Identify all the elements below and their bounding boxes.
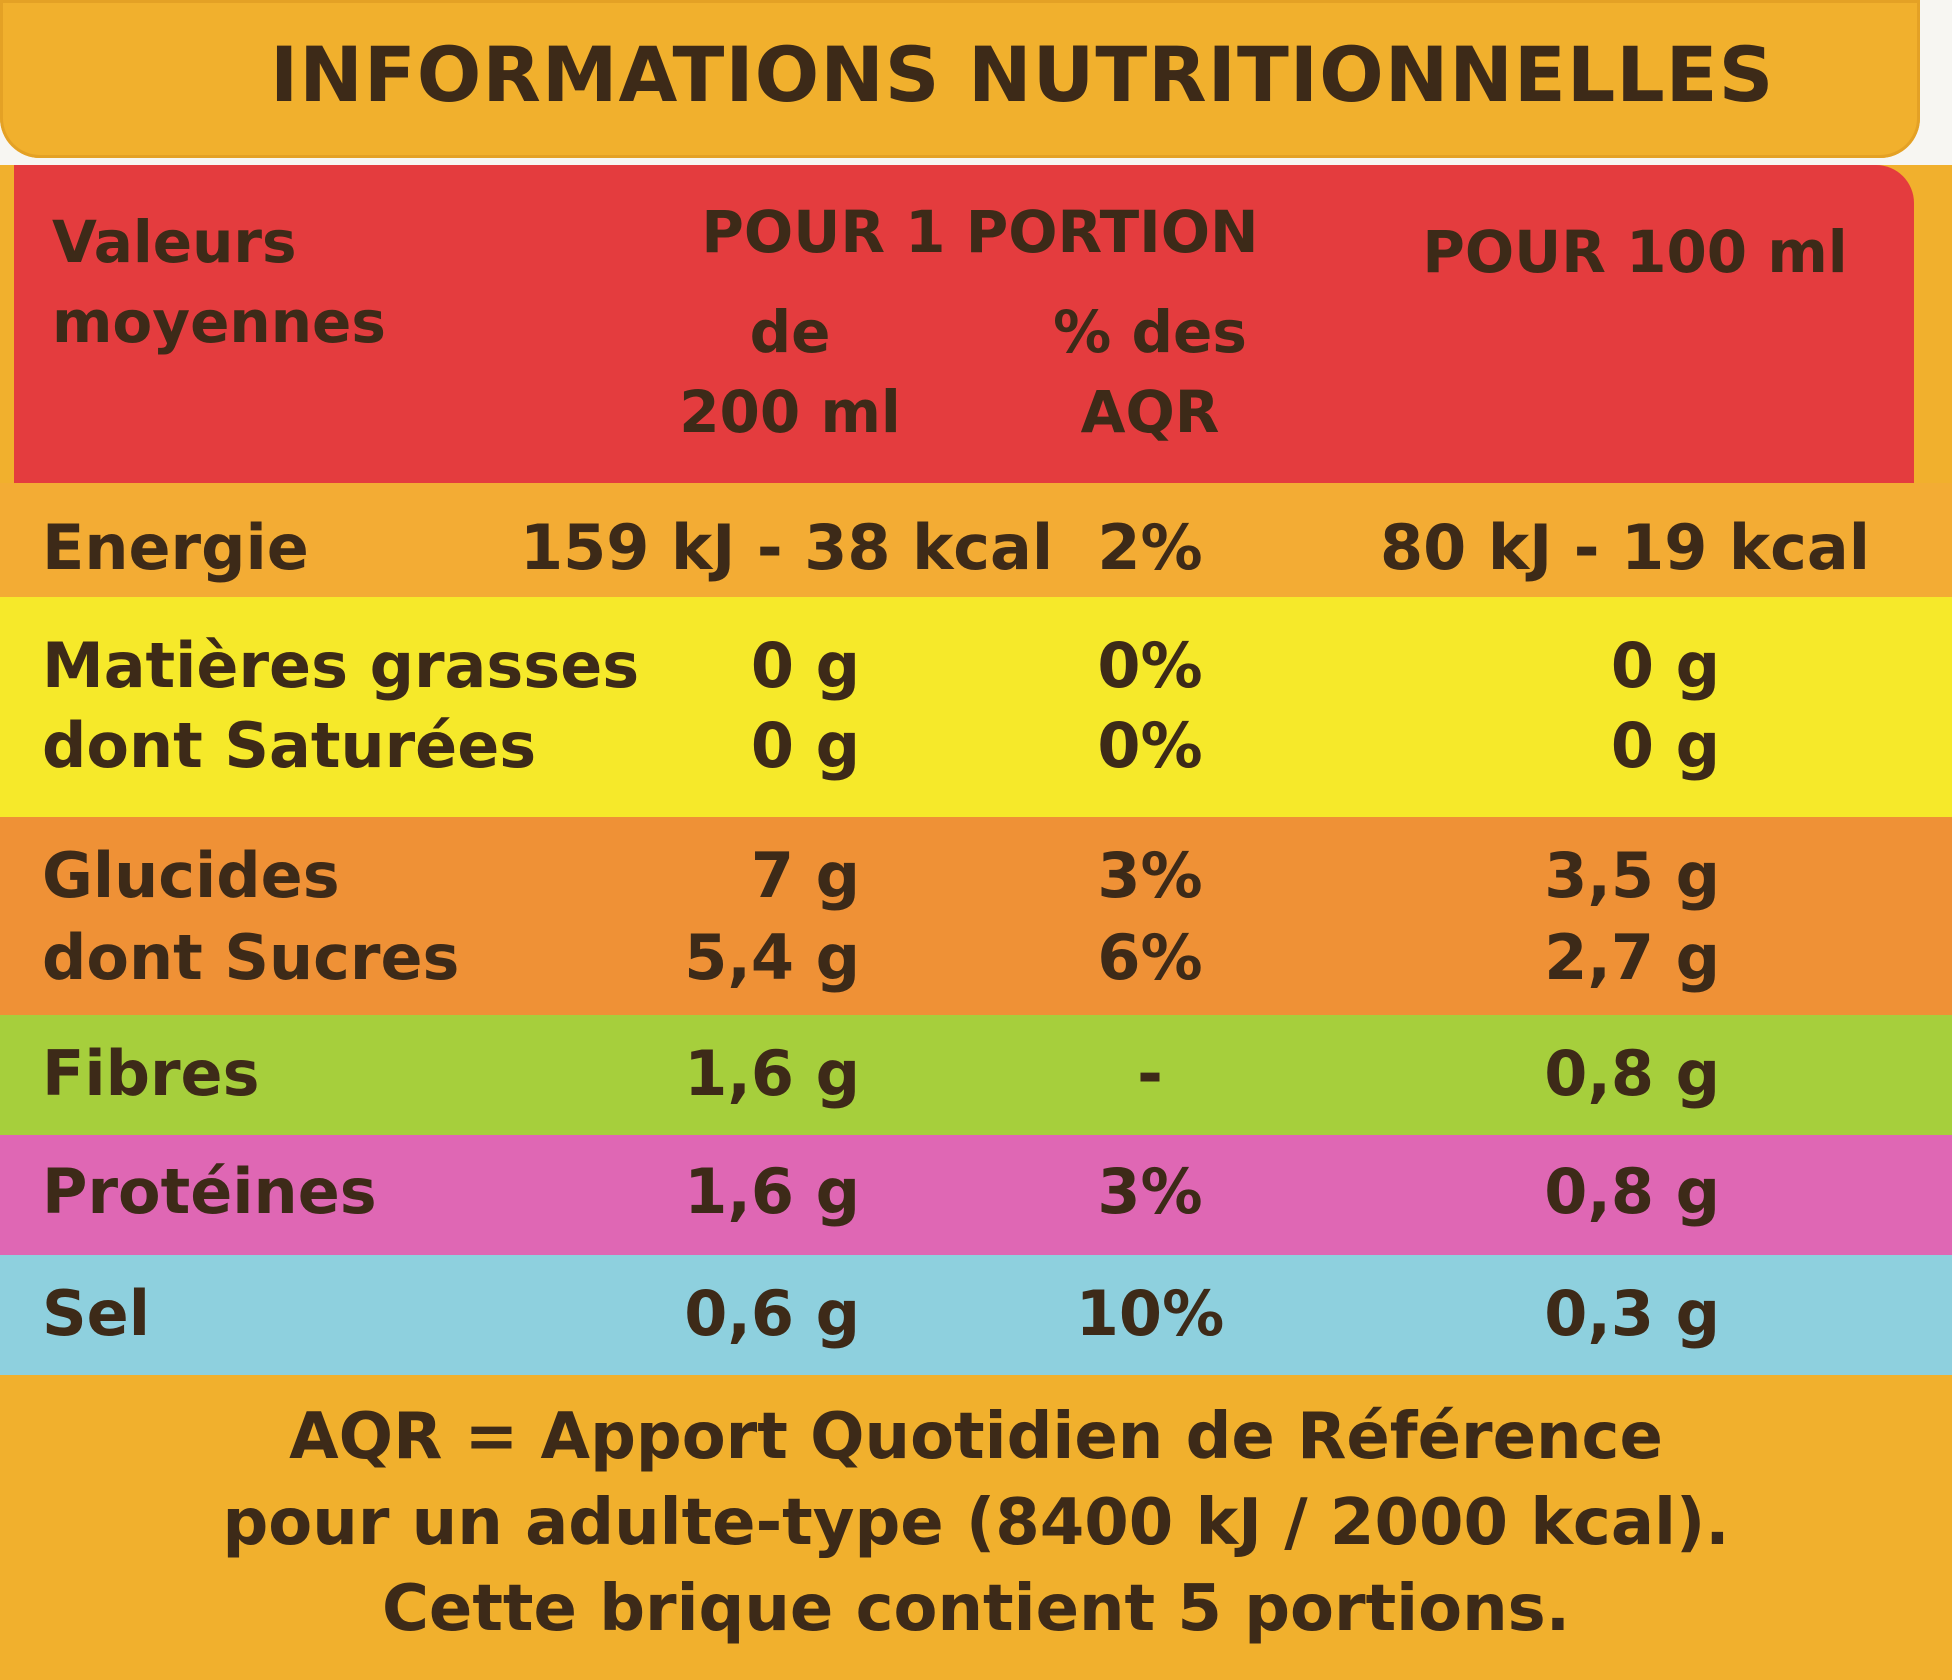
row-aqr-sugars: 6% — [1097, 921, 1203, 994]
footer-line2: pour un adulte-type (8400 kJ / 2000 kcal… — [222, 1486, 1730, 1560]
salt-band — [0, 1255, 1952, 1375]
row-per100-saturated: 0 g — [1610, 709, 1720, 782]
energy-band — [0, 483, 1952, 597]
row-per100-protein: 0,8 g — [1544, 1155, 1720, 1228]
protein-band — [0, 1135, 1952, 1255]
header-per-portion-title: POUR 1 PORTION — [701, 198, 1259, 266]
header-col1-line2: moyennes — [52, 288, 386, 356]
row-portion-energy: 159 kJ - 38 kcal — [520, 511, 1054, 584]
row-per100-salt: 0,3 g — [1544, 1277, 1720, 1350]
row-portion-saturated: 0 g — [750, 709, 860, 782]
header-col1-line1: Valeurs — [52, 208, 297, 276]
row-label-carbohydrates: Glucides — [42, 839, 340, 912]
row-aqr-saturated: 0% — [1097, 709, 1203, 782]
row-label-fat: Matières grasses — [42, 629, 640, 702]
row-portion-fibre: 1,6 g — [684, 1037, 860, 1110]
row-label-fibre: Fibres — [42, 1037, 260, 1110]
nutrition-table: Valeurs moyennes POUR 1 PORTION de 200 m… — [0, 165, 1952, 1680]
row-portion-carbohydrates: 7 g — [750, 839, 860, 912]
carbohydrate-band — [0, 817, 1952, 1015]
row-label-sugars: dont Sucres — [42, 921, 460, 994]
fat-band — [0, 597, 1952, 817]
row-portion-sugars: 5,4 g — [684, 921, 860, 994]
row-per100-fat: 0 g — [1610, 629, 1720, 702]
title-band: INFORMATIONS NUTRITIONNELLES — [0, 0, 1920, 158]
row-aqr-fibre: - — [1137, 1037, 1163, 1110]
row-per100-carbohydrates: 3,5 g — [1544, 839, 1720, 912]
header-aqr-sub-line1: % des — [1053, 298, 1247, 366]
row-per100-energy: 80 kJ - 19 kcal — [1380, 511, 1871, 584]
row-label-saturated: dont Saturées — [42, 709, 537, 782]
header-per-100ml-title: POUR 100 ml — [1422, 218, 1848, 286]
fibre-band — [0, 1015, 1952, 1135]
row-aqr-energy: 2% — [1097, 511, 1203, 584]
row-aqr-fat: 0% — [1097, 629, 1203, 702]
header-portion-sub-line2: 200 ml — [679, 378, 901, 446]
row-aqr-protein: 3% — [1097, 1155, 1203, 1228]
row-aqr-salt: 10% — [1075, 1277, 1225, 1350]
row-per100-fibre: 0,8 g — [1544, 1037, 1720, 1110]
header-band — [14, 165, 1914, 483]
row-portion-salt: 0,6 g — [684, 1277, 860, 1350]
footer-line3: Cette brique contient 5 portions. — [381, 1572, 1571, 1646]
row-label-protein: Protéines — [42, 1155, 377, 1228]
header-portion-sub-line1: de — [749, 298, 831, 366]
footer-line1: AQR = Apport Quotidien de Référence — [289, 1400, 1663, 1474]
footer-band — [0, 1375, 1952, 1680]
row-portion-fat: 0 g — [750, 629, 860, 702]
page-title: INFORMATIONS NUTRITIONNELLES — [270, 30, 1775, 119]
row-per100-sugars: 2,7 g — [1544, 921, 1720, 994]
row-aqr-carbohydrates: 3% — [1097, 839, 1203, 912]
row-label-energy: Energie — [42, 511, 309, 584]
row-portion-protein: 1,6 g — [684, 1155, 860, 1228]
row-label-salt: Sel — [42, 1277, 150, 1350]
header-aqr-sub-line2: AQR — [1080, 378, 1220, 446]
